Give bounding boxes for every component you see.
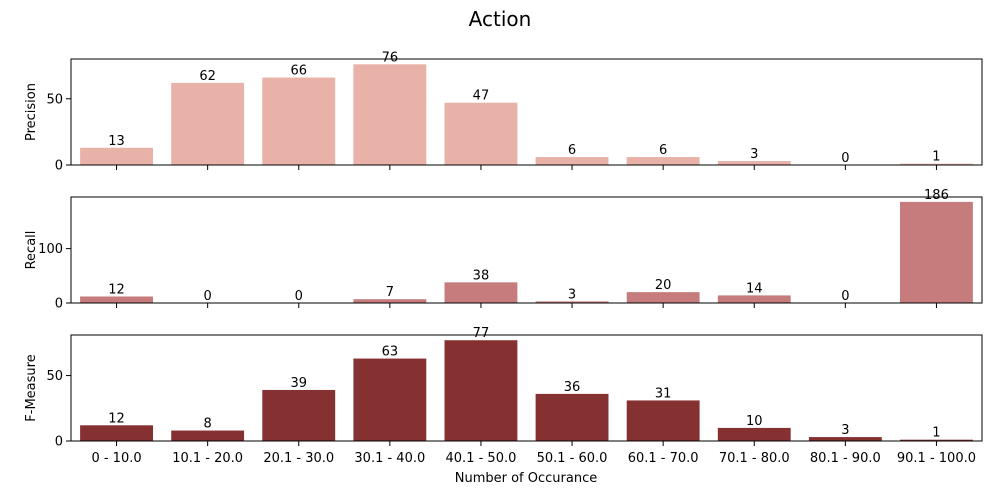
x-tick-label: 20.1 - 30.0 — [263, 451, 334, 466]
bar — [444, 102, 518, 165]
bar — [80, 296, 153, 303]
data-label: 10 — [746, 414, 763, 429]
chart-title: Action — [469, 7, 532, 31]
data-label: 39 — [290, 376, 307, 391]
data-label: 12 — [108, 282, 125, 297]
y-axis-label: Recall — [24, 231, 39, 270]
x-tick-label: 10.1 - 20.0 — [172, 451, 243, 466]
x-tick-label: 90.1 - 100.0 — [897, 451, 976, 466]
data-label: 186 — [924, 188, 949, 203]
x-tick-label: 0 - 10.0 — [91, 451, 141, 466]
data-label: 6 — [568, 143, 576, 158]
bar — [353, 64, 427, 165]
plot-frame — [70, 334, 983, 442]
data-label: 20 — [655, 278, 672, 293]
bar — [626, 157, 700, 165]
data-label: 66 — [290, 64, 307, 79]
plot-frame — [70, 196, 983, 304]
data-label: 0 — [295, 289, 303, 304]
bar — [535, 157, 609, 165]
data-label: 3 — [750, 147, 758, 162]
x-axis-label: Number of Occurance — [455, 471, 597, 486]
bar — [900, 163, 973, 165]
bar — [353, 358, 427, 441]
data-label: 0 — [841, 289, 849, 304]
bar — [171, 430, 245, 441]
bar — [900, 439, 973, 441]
y-axis-label: Precision — [24, 83, 39, 141]
y-axis-label: F-Measure — [24, 354, 39, 421]
x-tick-label: 40.1 - 50.0 — [446, 451, 517, 466]
y-tick-label: 0 — [55, 159, 63, 174]
bar — [535, 393, 609, 441]
data-label: 63 — [382, 345, 399, 360]
data-label: 0 — [204, 289, 212, 304]
bar — [626, 400, 700, 441]
y-tick-label: 100 — [38, 242, 63, 257]
data-label: 47 — [473, 89, 490, 104]
bar — [900, 201, 973, 303]
y-tick-label: 50 — [46, 369, 63, 384]
bar — [626, 292, 700, 303]
data-label: 14 — [746, 281, 763, 296]
bar — [444, 340, 518, 441]
bar — [80, 147, 153, 165]
x-tick-label: 30.1 - 40.0 — [354, 451, 425, 466]
data-label: 1 — [932, 426, 940, 441]
data-label: 3 — [841, 423, 849, 438]
x-tick-label: 60.1 - 70.0 — [628, 451, 699, 466]
data-label: 7 — [386, 285, 394, 300]
data-label: 38 — [473, 268, 490, 283]
y-tick-label: 0 — [55, 297, 63, 312]
data-label: 13 — [108, 134, 125, 149]
data-label: 36 — [564, 380, 581, 395]
x-tick-label: 80.1 - 90.0 — [810, 451, 881, 466]
x-tick-label: 70.1 - 80.0 — [719, 451, 790, 466]
bar — [444, 282, 518, 303]
data-label: 6 — [659, 143, 667, 158]
data-label: 3 — [568, 287, 576, 302]
data-label: 0 — [841, 151, 849, 166]
bar — [717, 161, 791, 165]
y-tick-label: 0 — [55, 435, 63, 450]
bar — [353, 299, 427, 303]
x-tick-label: 50.1 - 60.0 — [537, 451, 608, 466]
bar — [262, 389, 336, 441]
bar — [80, 425, 153, 441]
data-label: 8 — [204, 417, 212, 432]
data-label: 31 — [655, 386, 672, 401]
bar — [171, 82, 245, 165]
bar — [808, 437, 882, 441]
bar — [717, 427, 791, 441]
bar — [717, 295, 791, 303]
data-label: 1 — [932, 150, 940, 165]
bar — [535, 301, 609, 303]
plot-frame — [70, 58, 983, 166]
data-label: 12 — [108, 411, 125, 426]
data-label: 62 — [199, 69, 216, 84]
data-label: 76 — [382, 50, 399, 65]
bar — [262, 77, 336, 165]
data-label: 77 — [473, 326, 490, 341]
y-tick-label: 50 — [46, 92, 63, 107]
